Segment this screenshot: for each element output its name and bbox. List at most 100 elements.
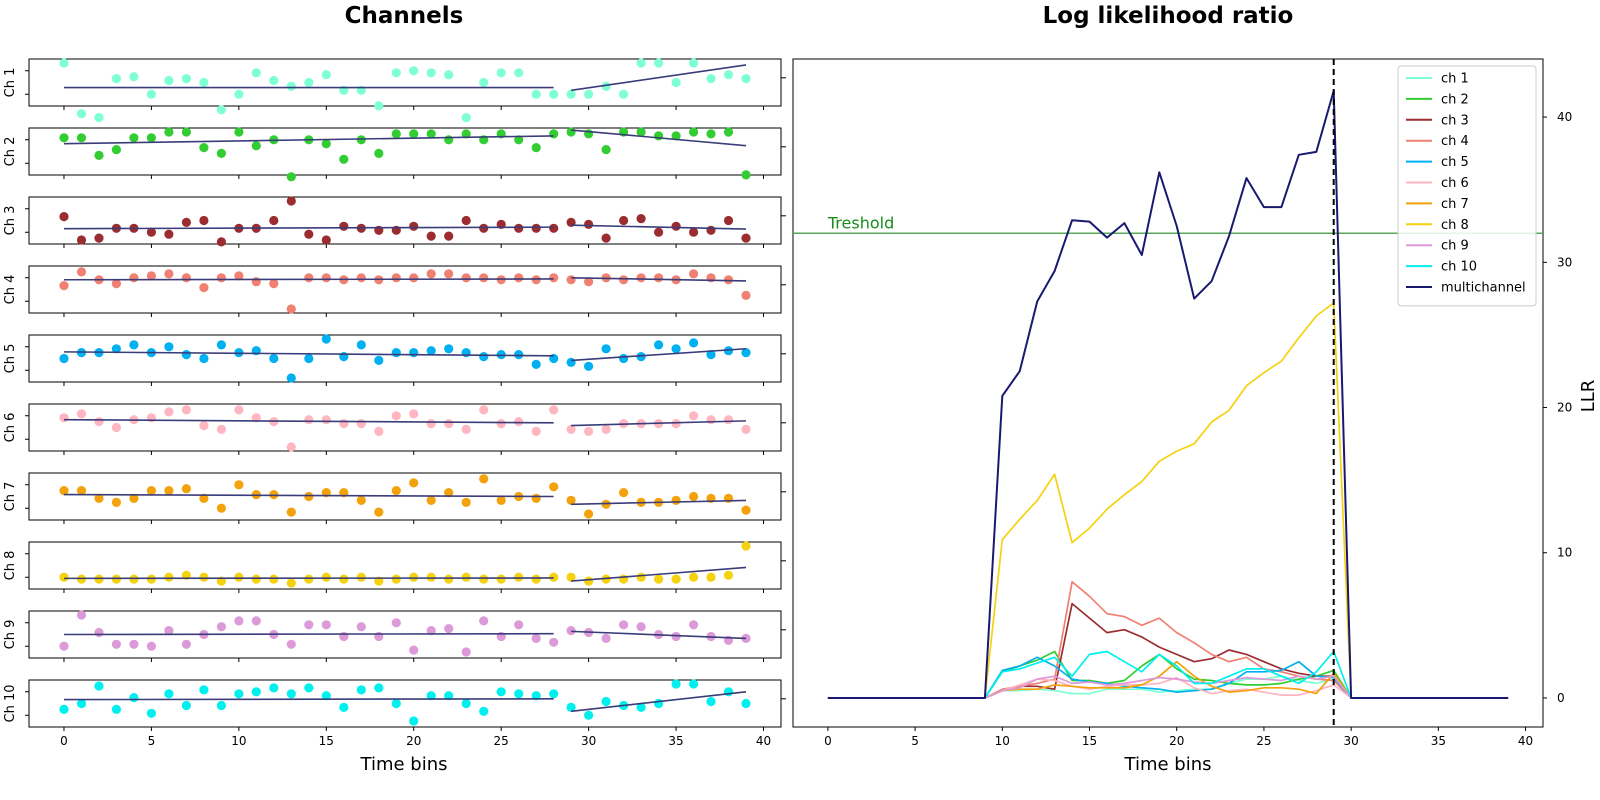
data-point — [111, 145, 121, 155]
data-point — [59, 212, 69, 222]
data-point — [426, 269, 436, 279]
data-point — [549, 572, 559, 582]
y-tick-label: 20 — [1557, 401, 1572, 415]
channel-panel: Ch 4 — [3, 265, 786, 317]
data-point — [216, 148, 226, 158]
data-point — [129, 693, 139, 703]
data-point — [234, 616, 244, 626]
data-point — [723, 687, 734, 697]
data-point — [129, 273, 139, 283]
data-point — [129, 639, 139, 649]
data-point — [321, 70, 331, 80]
data-point — [59, 486, 69, 496]
data-point — [286, 689, 296, 699]
x-tick-label: 30 — [1343, 734, 1358, 748]
data-point — [514, 273, 524, 283]
channels-title: Channels — [345, 3, 464, 29]
data-point — [269, 279, 279, 289]
data-point — [514, 135, 524, 145]
data-point — [444, 419, 454, 429]
data-point — [636, 572, 646, 582]
data-point — [251, 413, 261, 423]
data-point — [391, 348, 401, 358]
data-point — [706, 74, 716, 84]
data-point — [146, 227, 156, 237]
data-point — [584, 426, 594, 436]
legend-label: ch 2 — [1441, 92, 1469, 107]
data-point — [496, 419, 506, 429]
legend-label: ch 9 — [1441, 239, 1469, 254]
data-point — [76, 486, 87, 496]
data-point — [251, 687, 261, 697]
data-point — [374, 148, 384, 158]
channel-panel: Ch 6 — [3, 403, 786, 455]
data-point — [566, 626, 576, 636]
x-tick-label: 10 — [231, 734, 246, 748]
data-point — [339, 221, 349, 231]
data-point — [496, 68, 506, 78]
data-point — [321, 620, 331, 630]
data-point — [199, 421, 209, 431]
data-point — [566, 127, 576, 137]
data-point — [549, 482, 559, 492]
data-point — [269, 574, 279, 584]
fit-line-before — [63, 493, 554, 498]
data-point — [723, 70, 734, 80]
legend-label: ch 5 — [1441, 155, 1469, 170]
series-line — [827, 676, 1509, 699]
data-point — [94, 113, 104, 123]
data-point — [181, 217, 191, 227]
fit-line-after — [571, 64, 747, 92]
data-point — [164, 689, 174, 699]
x-tick-label: 5 — [148, 734, 156, 748]
data-point — [234, 572, 244, 582]
data-point — [374, 683, 384, 693]
data-point — [706, 129, 716, 139]
data-point — [59, 572, 69, 582]
data-point — [426, 129, 436, 139]
data-point — [479, 405, 489, 415]
panel-frame — [28, 541, 782, 590]
data-point — [164, 75, 174, 86]
data-point — [129, 133, 139, 143]
data-point — [391, 618, 401, 628]
data-point — [671, 344, 681, 354]
x-tick-label: 20 — [1169, 734, 1184, 748]
channel-label: Ch 3 — [3, 206, 18, 236]
threshold-label: Treshold — [827, 213, 894, 232]
data-point — [566, 275, 576, 285]
data-point — [444, 624, 454, 634]
fit-line-after — [571, 566, 747, 582]
channel-label: Ch 2 — [3, 137, 18, 167]
channel-panel: Ch 7 — [3, 472, 786, 524]
data-point — [619, 353, 629, 364]
data-point — [409, 409, 419, 419]
data-point — [479, 273, 489, 283]
data-point — [321, 572, 331, 582]
data-point — [514, 572, 524, 582]
data-point — [671, 495, 681, 505]
data-point — [181, 639, 191, 649]
data-point — [199, 283, 209, 293]
data-point — [409, 221, 419, 231]
data-point — [584, 277, 594, 287]
channel-label: Ch 10 — [3, 685, 18, 723]
data-point — [444, 70, 454, 80]
panel-frame — [28, 403, 782, 452]
data-point — [234, 405, 244, 415]
series-line — [827, 602, 1509, 699]
data-point — [374, 507, 384, 517]
data-point — [706, 350, 716, 360]
data-point — [531, 275, 541, 285]
legend-label: multichannel — [1441, 281, 1526, 296]
data-point — [199, 353, 209, 364]
data-point — [76, 109, 87, 119]
data-point — [94, 627, 104, 638]
panel-frame — [28, 196, 782, 245]
data-point — [479, 223, 489, 233]
data-point — [146, 133, 156, 143]
fit-line-before — [63, 135, 554, 145]
data-point — [426, 346, 436, 356]
data-point — [304, 353, 314, 364]
data-point — [409, 645, 419, 655]
